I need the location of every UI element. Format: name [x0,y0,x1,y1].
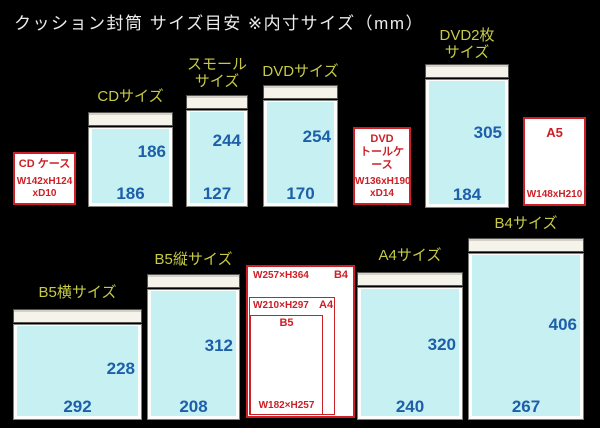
reference-box-cd-case: CD ケース W142xH124 xD10 [13,152,76,205]
envelope-inner [92,129,169,203]
inner-height-value: 228 [106,359,135,379]
envelope-flap [263,85,338,99]
envelope-flap [186,95,248,109]
reference-size: W142xH124 xD10 [16,176,73,199]
envelope-body [263,100,338,207]
inner-height-value: 244 [212,130,241,150]
diagram-title: クッション封筒 サイズ目安 ※内寸サイズ（mm） [14,14,424,33]
inner-height-value: 186 [137,142,166,162]
envelope-body [147,289,240,420]
envelope-body [357,287,463,420]
reference-name: DVD トールケース [360,133,404,172]
envelope-inner [17,326,138,416]
envelope-body [468,253,584,420]
b4-paper-size: W257×H364 [253,270,309,281]
envelope-flap [13,309,142,323]
envelope-label-cd: CDサイズ [97,88,164,105]
envelope-body [425,79,509,208]
envelope-body [13,324,142,420]
inner-width-value: 292 [63,397,92,416]
reference-box-a5: A5 W148xH210 [523,117,586,206]
envelope-label-a4: A4サイズ [378,247,442,264]
inner-height-value: 305 [473,123,502,143]
envelope-label-dvd2: DVD2枚 サイズ [439,27,495,61]
inner-width-value: 208 [179,397,208,416]
b5-paper-size: W182×H257 [258,400,315,411]
envelope-flap [468,238,584,252]
envelope-dvd2: 305 184 [425,64,509,208]
inner-width-value: 186 [116,184,145,203]
inner-height-value: 254 [302,126,331,146]
envelope-inner [472,255,580,416]
reference-size: W136xH190 xD14 [355,176,411,199]
envelope-label-dvd: DVDサイズ [262,63,339,80]
envelope-body [88,127,173,207]
envelope-label-b5-tate: B5縦サイズ [154,251,233,268]
inner-width-value: 170 [286,184,315,203]
envelope-flap [425,64,509,78]
a4-paper-size: W210×H297 [253,300,309,311]
envelope-dvd: 254 170 [263,85,338,207]
envelope-label-small: スモール サイズ [186,56,247,90]
envelope-cd: 186 186 [88,112,173,207]
b5-paper-label: B5 [279,317,294,329]
reference-name: CD ケース [18,158,71,170]
inner-width-value: 267 [511,397,541,416]
envelope-flap [357,272,463,286]
envelope-b5-yoko: 228 292 [13,309,142,420]
envelope-inner [361,289,459,416]
envelope-flap [88,112,173,126]
inner-width-value: 240 [395,397,425,416]
inner-height-value: 320 [427,334,456,354]
envelope-a4: 320 240 [357,272,463,420]
envelope-small: 244 127 [186,95,248,207]
paper-size-comparison-box: W257×H364 B4 W210×H297 A4 B5 W182×H257 [246,265,355,418]
envelope-body [186,110,248,207]
inner-width-value: 127 [202,184,232,203]
envelope-label-b5-yoko: B5横サイズ [38,284,117,301]
envelope-inner [151,291,236,416]
envelope-label-b4: B4サイズ [494,215,558,232]
envelope-inner [190,112,244,203]
inner-height-value: 406 [548,315,577,335]
inner-height-value: 312 [204,335,233,355]
envelope-b5-tate: 312 208 [147,274,240,420]
reference-box-dvd-tall-case: DVD トールケース W136xH190 xD14 [353,127,411,205]
b5-paper-outline [250,315,323,415]
a4-paper-label: A4 [319,299,334,311]
envelope-b4: 406 267 [468,238,584,420]
reference-name: A5 [546,125,563,140]
inner-width-value: 184 [452,185,482,204]
envelope-inner [429,81,505,204]
b4-paper-label: B4 [333,269,348,281]
envelope-inner [267,102,334,203]
reference-size: W148xH210 [526,189,583,200]
envelope-flap [147,274,240,288]
